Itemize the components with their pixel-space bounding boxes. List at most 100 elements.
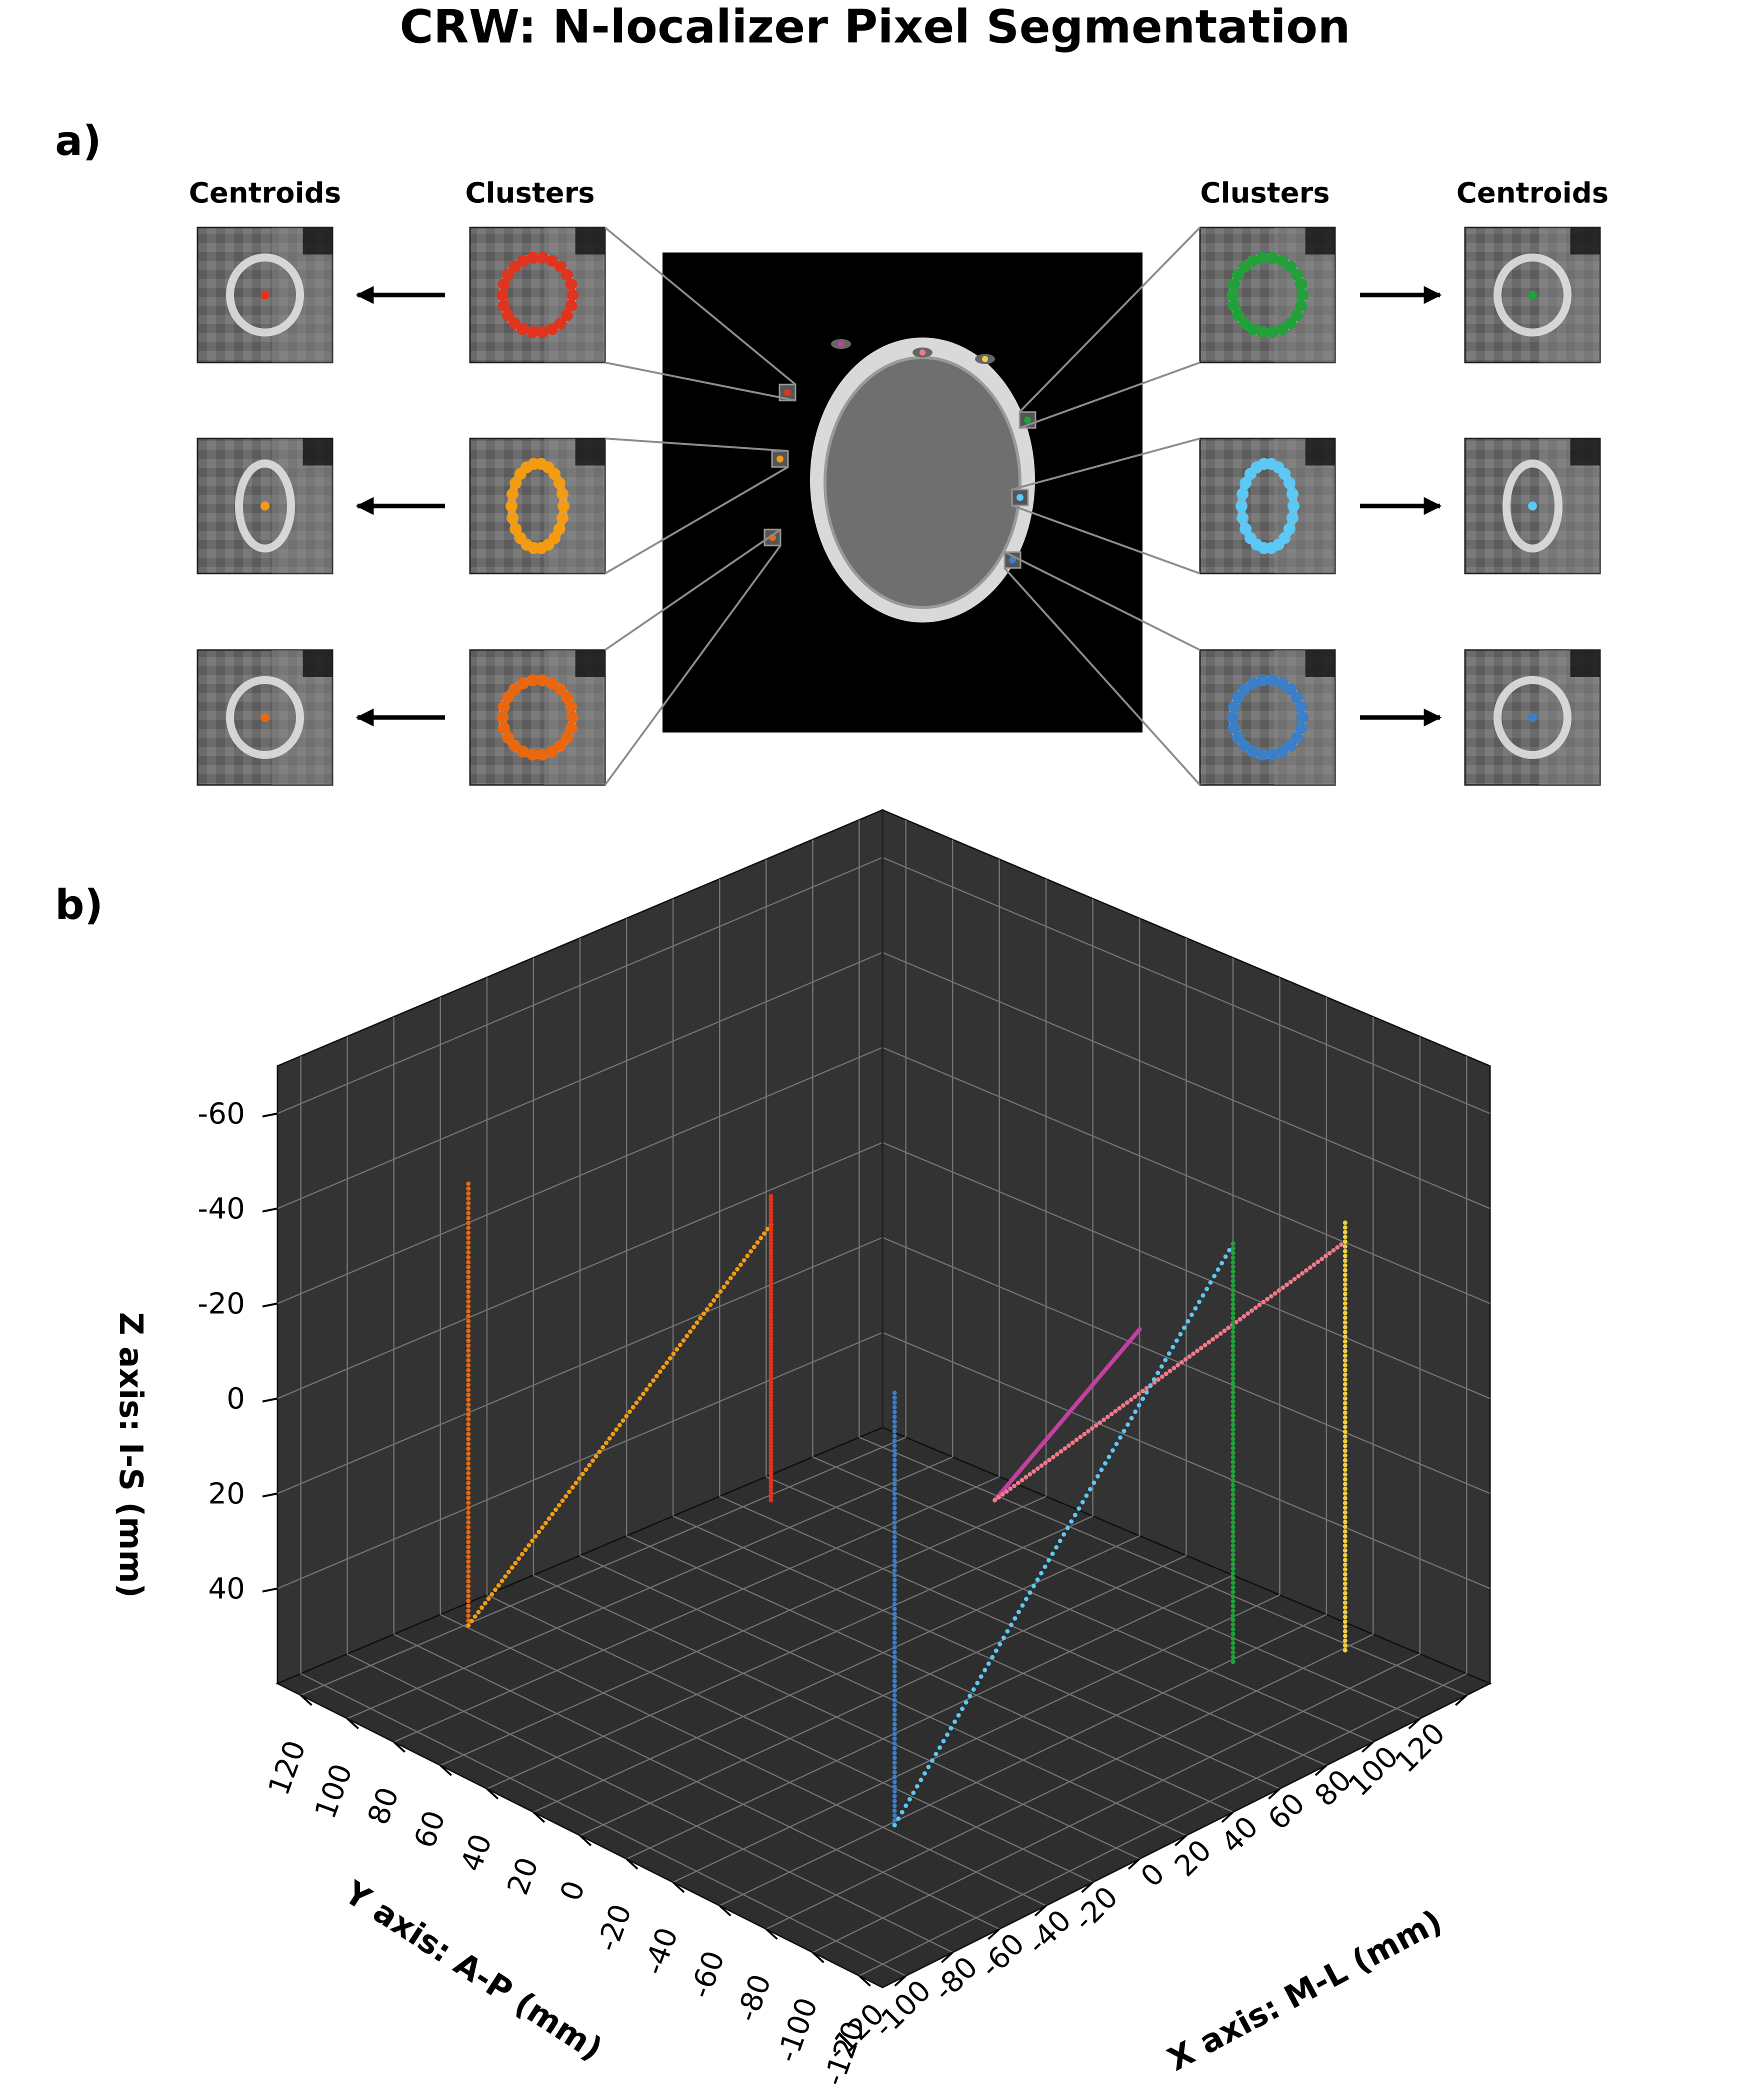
data-point [892,1443,897,1448]
data-point [982,1668,988,1672]
data-point [768,1251,774,1256]
data-point [466,1368,471,1372]
data-point [466,1240,471,1245]
data-point [1342,1230,1348,1234]
cluster-dot [565,700,578,713]
data-point [1342,1624,1348,1629]
cluster-dot [1290,268,1303,281]
data-point [1242,1314,1246,1319]
cluster-dot [1290,732,1303,744]
data-point [1183,1357,1188,1362]
data-point [892,1654,897,1660]
data-point [1230,1585,1236,1590]
cluster-dot [516,746,529,758]
data-point [1342,1458,1348,1462]
data-point [630,1405,636,1410]
cluster-dot [1256,252,1269,264]
data-point [694,1320,700,1325]
data-point [624,1414,629,1418]
data-point [543,1520,548,1526]
centroid-inset-left-0 [196,226,334,364]
data-point [466,1280,471,1284]
data-point [892,1746,897,1751]
data-point [1000,1492,1005,1497]
data-point [1230,1618,1236,1622]
data-point [466,1196,471,1201]
data-point [466,1412,471,1417]
data-point [768,1305,774,1310]
data-point [1031,1469,1036,1474]
data-point [466,1476,471,1480]
data-point [1230,1288,1236,1292]
data-point [1342,1348,1348,1354]
data-point [1039,1570,1044,1576]
data-point [1342,1324,1348,1330]
data-point [1342,1277,1348,1282]
data-point [466,1588,471,1594]
data-point [1230,1394,1236,1400]
data-point [892,1390,897,1396]
cluster-dot [510,522,522,535]
cluster-dot [565,722,578,734]
data-point [1128,1397,1134,1402]
cluster-dot [498,300,510,312]
data-point [1230,1302,1236,1306]
cluster-dot [536,326,548,338]
data-point [1323,1254,1328,1258]
centroid-dot [1528,290,1537,300]
data-point [1342,1524,1348,1529]
data-point [1062,1532,1066,1537]
data-point [748,1249,754,1254]
cluster-dot [1244,532,1256,544]
data-point [892,1501,897,1506]
data-point [1230,1399,1236,1404]
data-point [466,1309,471,1314]
data-point [1024,1474,1028,1480]
data-point [768,1302,774,1307]
ct-fiducial-marker [1016,494,1024,501]
data-point [768,1450,774,1456]
cluster-dot [510,477,522,490]
x-tick-label: 120 [262,1736,312,1800]
centroid-dot [260,502,270,510]
data-point [466,1284,471,1290]
data-point [1098,1420,1102,1425]
cluster-dot [514,532,526,544]
series-8 [1230,1242,1236,1664]
data-point [1230,1269,1236,1274]
data-point [560,1498,565,1504]
data-point [1230,1557,1236,1562]
data-point [496,1583,501,1588]
data-point [892,1726,897,1732]
data-point [892,1674,897,1678]
cluster-dot [1232,732,1244,744]
data-point [768,1238,774,1242]
data-point [604,1440,608,1446]
centroid-inset-right-1 [1464,438,1601,574]
data-point [1304,1268,1308,1273]
data-point [1136,1402,1142,1408]
data-point [1230,1418,1236,1422]
series-2 [768,1194,774,1502]
data-point [892,1708,897,1712]
data-point [892,1688,897,1693]
data-point [892,1684,897,1688]
data-point [1230,1432,1236,1436]
data-point [768,1494,774,1500]
cluster-dot [536,674,548,686]
cluster-dot [526,748,539,761]
data-point [1230,1446,1236,1450]
data-point [1230,1464,1236,1469]
data-point [1144,1386,1149,1390]
data-point [892,1405,897,1410]
data-point [466,1348,471,1353]
data-point [466,1314,471,1318]
data-point [1230,1372,1236,1376]
data-point [1230,1455,1236,1460]
data-point [1342,1424,1348,1430]
data-point [1342,1239,1348,1244]
cluster-dot [506,488,519,500]
data-point [768,1488,774,1492]
figure-title: CRW: N-localizer Pixel Segmentation [400,0,1350,54]
data-point [466,1540,471,1544]
